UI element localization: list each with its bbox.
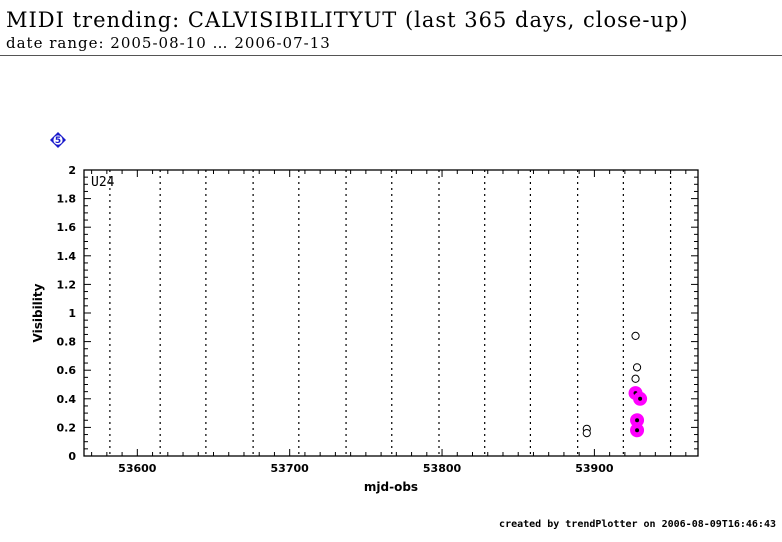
data-point-center (635, 428, 640, 433)
y-tick-label: 1 (68, 307, 76, 320)
y-tick-label: 0.2 (57, 421, 77, 434)
footer-credit: created by trendPlotter on 2006-08-09T16… (499, 519, 776, 530)
open-data-point (631, 331, 640, 340)
x-tick-label: 53900 (575, 462, 614, 475)
date-range-subtitle: date range: 2005-08-10 … 2006-07-13 (6, 34, 331, 52)
badge-circle (53, 135, 63, 145)
y-tick-label: 2 (68, 164, 76, 177)
chart-ticks: 53600 53700 53800 53900 0 0.2 0.4 0.6 0.8 1 1.2 1.4… (57, 164, 698, 475)
chart-axes (83, 169, 699, 457)
data-point-center (638, 396, 643, 401)
badge-label: 5 (55, 136, 61, 146)
y-tick-label: 0.6 (57, 364, 77, 377)
plot-frame (83, 169, 699, 457)
open-data-point (582, 429, 591, 438)
data-point-center (635, 418, 640, 423)
header-divider (0, 55, 782, 56)
open-data-point (631, 374, 640, 383)
x-axis-title: mjd-obs (364, 480, 418, 494)
data-points (582, 331, 648, 438)
page-title: MIDI trending: CALVISIBILITYUT (last 365… (6, 8, 689, 32)
x-tick-label: 53700 (271, 462, 310, 475)
y-tick-label: 0 (68, 450, 76, 463)
y-tick-label: 0.4 (57, 393, 77, 406)
vertical-markers (109, 170, 672, 456)
y-axis-title: Visibility (31, 283, 45, 342)
x-tick-label: 53600 (118, 462, 157, 475)
open-data-point (632, 363, 642, 372)
x-tick-label: 53800 (423, 462, 462, 475)
y-tick-label: 1.6 (57, 221, 77, 234)
panel-label: U24 (91, 175, 115, 190)
diamond-badge-icon: 5 (50, 132, 66, 148)
y-tick-label: 0.8 (57, 336, 77, 349)
y-tick-label: 1.4 (57, 250, 77, 263)
y-tick-label: 1.8 (57, 193, 77, 206)
y-tick-label: 1.2 (57, 278, 77, 291)
